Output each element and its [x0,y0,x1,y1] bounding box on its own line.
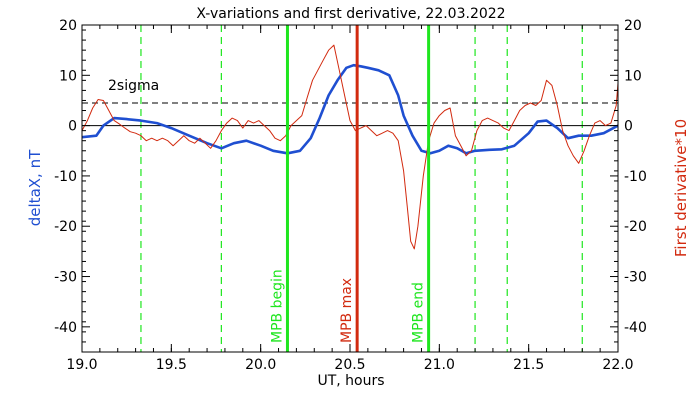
y-tick-label-right: -20 [624,219,647,235]
y-tick-label-left: -10 [54,169,77,185]
y-tick-label-left: -30 [54,270,77,286]
y-tick-label-left: 20 [59,18,77,34]
mpb-marker-label: MPB max [339,278,355,343]
y-tick-label-right: -30 [624,270,647,286]
x-tick-label: 21.0 [424,357,455,373]
series-deltax-line [81,63,619,155]
chart-title: X-variations and first derivative, 22.03… [196,6,505,22]
y-tick-label-left: 0 [68,119,77,135]
sigma-label: 2sigma [108,78,159,94]
x-tick-label: 20.0 [245,357,276,373]
y-axis-label-left: deltaX, nT [26,149,44,226]
x-tick-label: 22.0 [602,357,633,373]
y-tick-label-right: 0 [624,119,633,135]
x-tick-label: 19.5 [156,357,187,373]
y-tick-label-right: 20 [624,18,642,34]
y-tick-label-left: -20 [54,219,77,235]
series-derivative-line [81,44,619,250]
y-tick-label-left: -40 [54,320,77,336]
x-axis-label: UT, hours [317,373,384,389]
mpb-marker-label: MPB end [411,282,427,343]
y-axis-label-right: First derivative*10 [672,119,690,257]
x-tick-label: 20.5 [334,357,365,373]
y-tick-label-right: -10 [624,169,647,185]
y-tick-label-right: 10 [624,68,642,84]
y-tick-label-right: -40 [624,320,647,336]
y-tick-label-left: 10 [59,68,77,84]
x-tick-label: 19.0 [66,357,97,373]
x-tick-label: 21.5 [513,357,544,373]
mpb-marker-label: MPB begin [269,269,285,343]
plot-area: MPB begin MPB max MPB end 19.0 19.5 20.0 20.5 2… [54,18,647,373]
